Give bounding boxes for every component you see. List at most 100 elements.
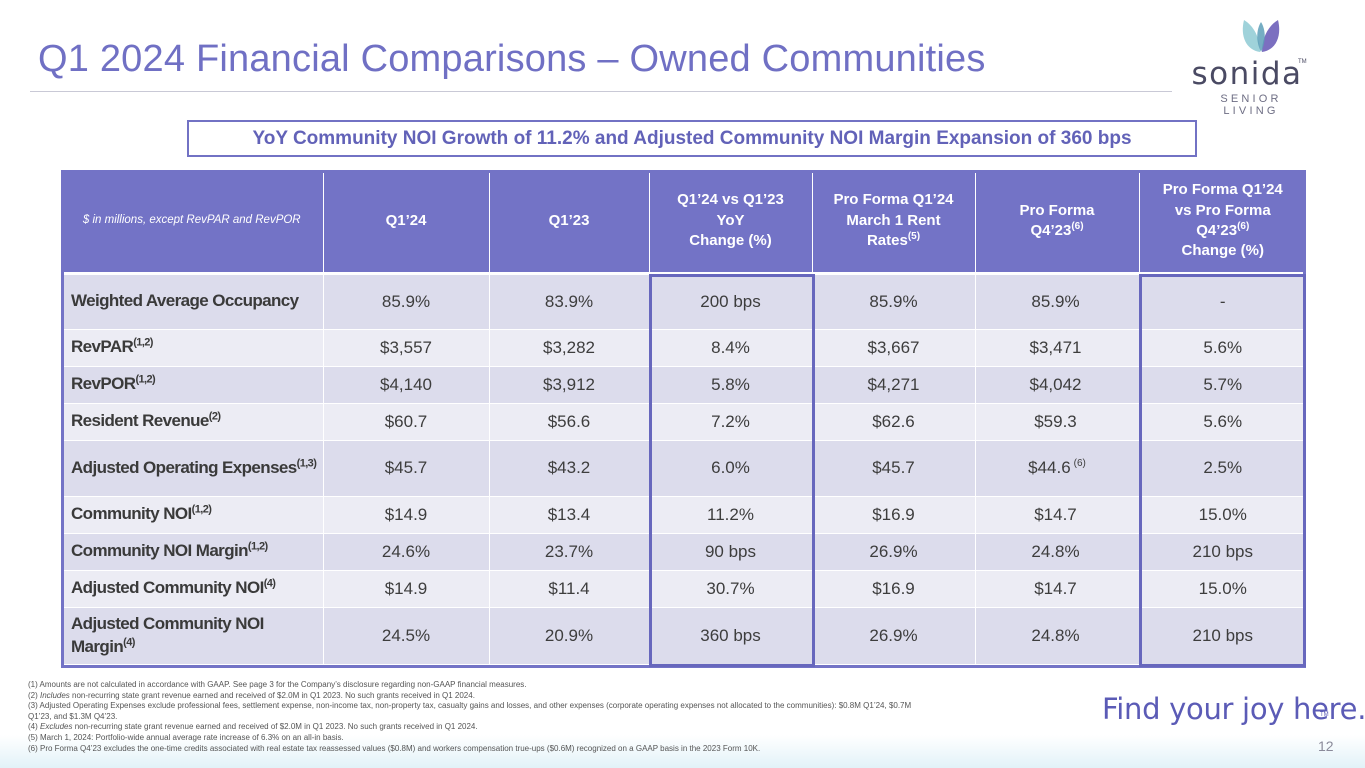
logo-wordmark: sonida	[1191, 56, 1303, 92]
headline-text: YoY Community NOI Growth of 11.2% and Ad…	[252, 127, 1132, 149]
cell-yoy-change: 5.8%	[649, 366, 813, 404]
brand-tagline: Find your joy here.	[1102, 692, 1365, 726]
cell-q1-23: 23.7%	[489, 533, 650, 571]
cell-pro-forma-q4-23: $14.7	[975, 496, 1140, 534]
title-divider	[30, 91, 1172, 92]
cell-pro-forma-q4-23: $44.6 (6)	[975, 440, 1140, 497]
cell-pro-forma-march: 85.9%	[812, 273, 976, 330]
cell-yoy-change: 7.2%	[649, 403, 813, 441]
table-header-row: $ in millions, except RevPAR and RevPOR …	[61, 170, 1306, 275]
footnotes: (1) Amounts are not calculated in accord…	[28, 680, 928, 754]
cell-q1-24: $45.7	[323, 440, 490, 497]
cell-pro-forma-change: 5.6%	[1139, 329, 1306, 367]
cell-pro-forma-march: $3,667	[812, 329, 976, 367]
cell-pro-forma-q4-23: $3,471	[975, 329, 1140, 367]
row-label: Community NOI(1,2)	[61, 496, 324, 534]
cell-q1-24: $4,140	[323, 366, 490, 404]
col-header-yoy-change: Q1’24 vs Q1’23 YoY Change (%)	[649, 170, 813, 275]
footnote-3: (3) Adjusted Operating Expenses exclude …	[28, 701, 912, 721]
cell-q1-24: $14.9	[323, 496, 490, 534]
cell-yoy-change: 30.7%	[649, 570, 813, 608]
cell-yoy-change: 11.2%	[649, 496, 813, 534]
footnote-6: (6) Pro Forma Q4’23 excludes the one-tim…	[28, 743, 761, 753]
table-row: Community NOI(1,2) $14.9 $13.4 11.2% $16…	[61, 496, 1306, 534]
units-note: $ in millions, except RevPAR and RevPOR	[61, 170, 324, 275]
cell-q1-24: $14.9	[323, 570, 490, 608]
row-label: Adjusted Operating Expenses(1,3)	[61, 440, 324, 497]
cell-pro-forma-q4-23: 24.8%	[975, 533, 1140, 571]
logo-subtitle: SENIOR LIVING	[1220, 93, 1282, 117]
footnote-1: (1) Amounts are not calculated in accord…	[28, 680, 527, 689]
cell-q1-23: 83.9%	[489, 273, 650, 330]
cell-pro-forma-q4-23: $59.3	[975, 403, 1140, 441]
row-label: Community NOI Margin(1,2)	[61, 533, 324, 571]
cell-pro-forma-march: 26.9%	[812, 607, 976, 665]
col-header-pro-forma-change: Pro Forma Q1’24 vs Pro Forma Q4’23(6) Ch…	[1139, 170, 1306, 275]
cell-pro-forma-q4-23: $14.7	[975, 570, 1140, 608]
cell-pro-forma-march: $16.9	[812, 496, 976, 534]
financial-comparison-table: $ in millions, except RevPAR and RevPOR …	[61, 170, 1306, 665]
cell-pro-forma-change: -	[1139, 273, 1306, 330]
table-row: RevPAR(1,2) $3,557 $3,282 8.4% $3,667 $3…	[61, 329, 1306, 367]
cell-q1-23: $13.4	[489, 496, 650, 534]
col-header-pro-forma-q4-23: Pro Forma Q4’23(6)	[975, 170, 1140, 275]
cell-pro-forma-march: $16.9	[812, 570, 976, 608]
col-header-q1-24: Q1’24	[323, 170, 490, 275]
cell-yoy-change: 360 bps	[649, 607, 813, 665]
cell-pro-forma-change: 5.7%	[1139, 366, 1306, 404]
footnote-5: (5) March 1, 2024: Portfolio-wide annual…	[28, 732, 344, 742]
cell-yoy-change: 200 bps	[649, 273, 813, 330]
cell-yoy-change: 6.0%	[649, 440, 813, 497]
cell-q1-24: $60.7	[323, 403, 490, 441]
page-number: 12	[1318, 738, 1334, 754]
cell-q1-24: 24.6%	[323, 533, 490, 571]
footnote-4: (4) Excludes non-recurring state grant r…	[28, 722, 478, 732]
cell-q1-23: $11.4	[489, 570, 650, 608]
col-header-q1-23: Q1’23	[489, 170, 650, 275]
table-row: Community NOI Margin(1,2) 24.6% 23.7% 90…	[61, 533, 1306, 571]
cell-q1-23: $3,912	[489, 366, 650, 404]
cell-pro-forma-q4-23: $4,042	[975, 366, 1140, 404]
cell-pro-forma-march: $62.6	[812, 403, 976, 441]
table-row: Adjusted Community NOI Margin(4) 24.5% 2…	[61, 607, 1306, 665]
company-logo: sonida TM SENIOR LIVING	[1188, 12, 1338, 117]
headline-callout: YoY Community NOI Growth of 11.2% and Ad…	[187, 120, 1197, 157]
cell-pro-forma-march: 26.9%	[812, 533, 976, 571]
page-title: Q1 2024 Financial Comparisons – Owned Co…	[38, 38, 986, 80]
cell-q1-24: $3,557	[323, 329, 490, 367]
cell-q1-24: 85.9%	[323, 273, 490, 330]
cell-pro-forma-change: 15.0%	[1139, 570, 1306, 608]
table-row: Adjusted Operating Expenses(1,3) $45.7 $…	[61, 440, 1306, 497]
cell-q1-23: 20.9%	[489, 607, 650, 665]
cell-q1-23: $56.6	[489, 403, 650, 441]
table-row: Weighted Average Occupancy 85.9% 83.9% 2…	[61, 273, 1306, 330]
butterfly-logo-icon	[1242, 20, 1280, 52]
cell-pro-forma-march: $4,271	[812, 366, 976, 404]
cell-q1-23: $3,282	[489, 329, 650, 367]
cell-pro-forma-q4-23: 24.8%	[975, 607, 1140, 665]
row-label: RevPAR(1,2)	[61, 329, 324, 367]
logo-trademark: TM	[1298, 59, 1307, 65]
table-row: Resident Revenue(2) $60.7 $56.6 7.2% $62…	[61, 403, 1306, 441]
cell-yoy-change: 8.4%	[649, 329, 813, 367]
row-label: Resident Revenue(2)	[61, 403, 324, 441]
col-header-pro-forma-march: Pro Forma Q1’24 March 1 Rent Rates(5)	[812, 170, 976, 275]
cell-pro-forma-change: 210 bps	[1139, 533, 1306, 571]
row-label: Adjusted Community NOI(4)	[61, 570, 324, 608]
tagline-trademark: TM	[1320, 712, 1329, 718]
footer-band	[0, 735, 1365, 768]
row-label: Weighted Average Occupancy	[61, 273, 324, 330]
cell-yoy-change: 90 bps	[649, 533, 813, 571]
cell-pro-forma-change: 210 bps	[1139, 607, 1306, 665]
table-row: Adjusted Community NOI(4) $14.9 $11.4 30…	[61, 570, 1306, 608]
cell-pro-forma-q4-23: 85.9%	[975, 273, 1140, 330]
cell-q1-24: 24.5%	[323, 607, 490, 665]
footnote-2: (2) Includes non-recurring state grant r…	[28, 690, 475, 700]
cell-pro-forma-change: 5.6%	[1139, 403, 1306, 441]
row-label: Adjusted Community NOI Margin(4)	[61, 607, 324, 665]
cell-pro-forma-change: 15.0%	[1139, 496, 1306, 534]
cell-pro-forma-change: 2.5%	[1139, 440, 1306, 497]
cell-pro-forma-march: $45.7	[812, 440, 976, 497]
row-label: RevPOR(1,2)	[61, 366, 324, 404]
cell-q1-23: $43.2	[489, 440, 650, 497]
